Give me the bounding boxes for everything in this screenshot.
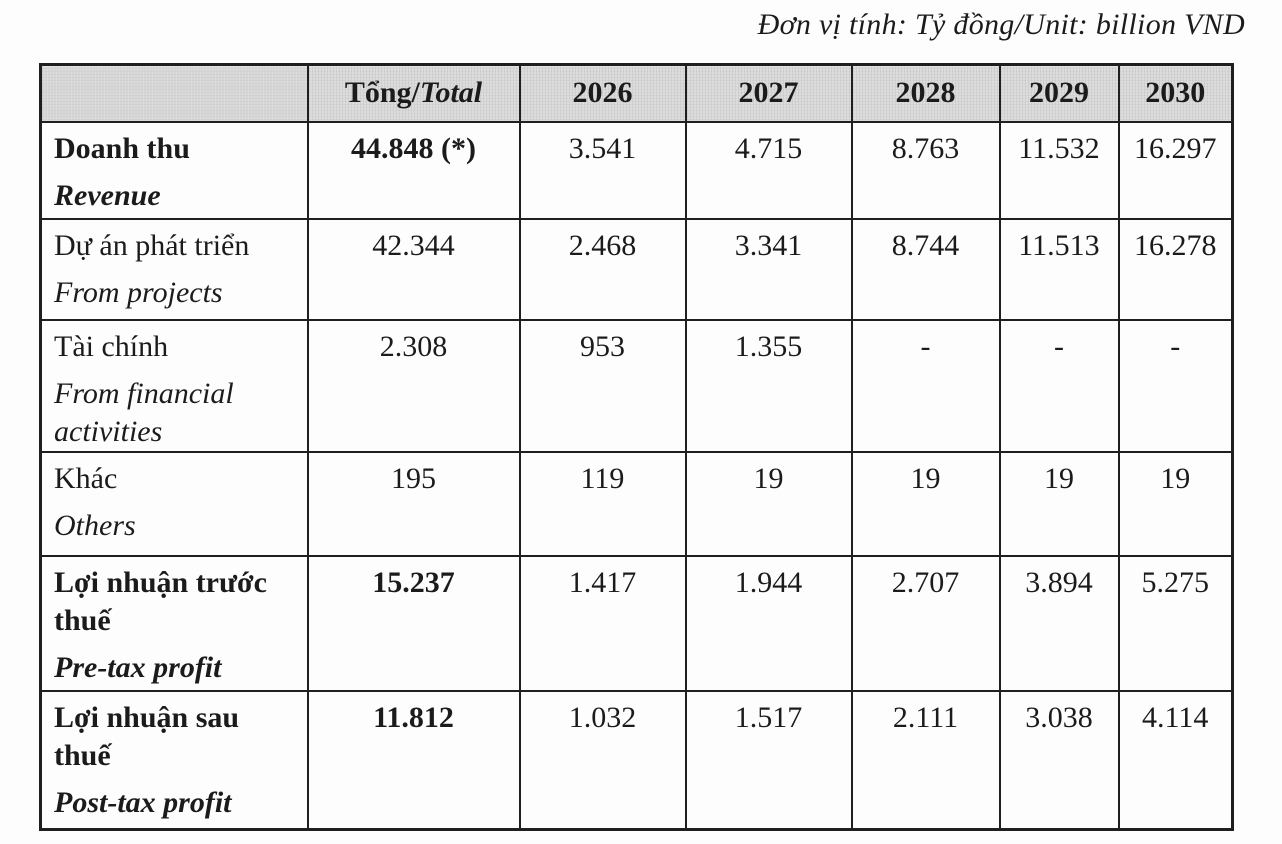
table-header-row: Tổng/Total 2026 2027 2028 2029 2030	[39, 63, 1234, 123]
row-label-en: From projects	[54, 275, 223, 309]
cell-2030: -	[1117, 318, 1234, 453]
cell-2030: 16.278	[1117, 217, 1234, 321]
cell-total: 11.812	[306, 689, 521, 831]
row-label-en: Revenue	[54, 178, 161, 212]
cell-2028: 2.707	[850, 554, 1001, 692]
row-label-cell: Doanh thu Revenue	[39, 120, 309, 220]
cell-2029: 11.532	[998, 120, 1120, 220]
cell-2030: 5.275	[1117, 554, 1234, 692]
column-header-2030: 2030	[1117, 63, 1234, 123]
cell-total: 2.308	[306, 318, 521, 453]
cell-2028: 8.744	[850, 217, 1001, 321]
cell-2027: 1.517	[684, 689, 853, 831]
row-label-vi: Lợi nhuận trước thuế	[54, 565, 267, 637]
cell-2029: 3.038	[998, 689, 1120, 831]
column-header-total: Tổng/Total	[306, 63, 521, 123]
cell-2027: 3.341	[684, 217, 853, 321]
cell-2029: 19	[998, 450, 1120, 557]
corner-cell	[39, 63, 309, 123]
table-row-from-projects: Dự án phát triển From projects 42.344 2.…	[39, 217, 1234, 321]
table-row-pretax-profit: Lợi nhuận trước thuế Pre-tax profit 15.2…	[39, 554, 1234, 692]
cell-2030: 4.114	[1117, 689, 1234, 831]
cell-2028: -	[850, 318, 1001, 453]
row-label-en: Others	[54, 508, 136, 542]
table-row-others: Khác Others 195 119 19 19 19 19	[39, 450, 1234, 557]
column-header-total-en: Total	[419, 76, 483, 110]
cell-2028: 8.763	[850, 120, 1001, 220]
column-header-2027: 2027	[684, 63, 853, 123]
cell-2027: 1.355	[684, 318, 853, 453]
row-label-en: Pre-tax profit	[54, 650, 222, 684]
row-label-vi: Dự án phát triển	[54, 228, 250, 262]
row-label-cell: Khác Others	[39, 450, 309, 557]
table-row-financial-activities: Tài chính From financial activities 2.30…	[39, 318, 1234, 453]
cell-2026: 1.417	[518, 554, 687, 692]
cell-total: 44.848 (*)	[306, 120, 521, 220]
row-label-en: From financial activities	[54, 376, 234, 448]
row-label-cell: Dự án phát triển From projects	[39, 217, 309, 321]
unit-note: Đơn vị tính: Tỷ đồng/Unit: billion VND	[757, 8, 1245, 41]
row-label-vi: Lợi nhuận sau thuế	[54, 700, 240, 772]
cell-total: 15.237	[306, 554, 521, 692]
cell-2026: 953	[518, 318, 687, 453]
row-label-cell: Tài chính From financial activities	[39, 318, 309, 453]
table-row-posttax-profit: Lợi nhuận sau thuế Post-tax profit 11.81…	[39, 689, 1234, 831]
financial-projection-table: Tổng/Total 2026 2027 2028 2029 2030 Doan…	[39, 63, 1234, 831]
row-label-vi: Tài chính	[54, 329, 169, 363]
row-label-en: Post-tax profit	[54, 785, 232, 819]
cell-2028: 2.111	[850, 689, 1001, 831]
cell-2027: 19	[684, 450, 853, 557]
column-header-2026: 2026	[518, 63, 687, 123]
cell-2027: 1.944	[684, 554, 853, 692]
cell-2029: 11.513	[998, 217, 1120, 321]
cell-total: 42.344	[306, 217, 521, 321]
cell-2026: 1.032	[518, 689, 687, 831]
cell-2027: 4.715	[684, 120, 853, 220]
column-header-2028: 2028	[850, 63, 1001, 123]
cell-2029: 3.894	[998, 554, 1120, 692]
row-label-vi: Doanh thu	[54, 131, 190, 165]
cell-2026: 2.468	[518, 217, 687, 321]
row-label-vi: Khác	[54, 461, 118, 495]
column-header-2029: 2029	[998, 63, 1120, 123]
cell-total: 195	[306, 450, 521, 557]
cell-2030: 16.297	[1117, 120, 1234, 220]
row-label-cell: Lợi nhuận trước thuế Pre-tax profit	[39, 554, 309, 692]
row-label-cell: Lợi nhuận sau thuế Post-tax profit	[39, 689, 309, 831]
cell-2026: 119	[518, 450, 687, 557]
cell-2026: 3.541	[518, 120, 687, 220]
cell-2030: 19	[1117, 450, 1234, 557]
table-row-revenue: Doanh thu Revenue 44.848 (*) 3.541 4.715…	[39, 120, 1234, 220]
column-header-total-vi: Tổng/	[344, 76, 420, 110]
cell-2029: -	[998, 318, 1120, 453]
cell-2028: 19	[850, 450, 1001, 557]
